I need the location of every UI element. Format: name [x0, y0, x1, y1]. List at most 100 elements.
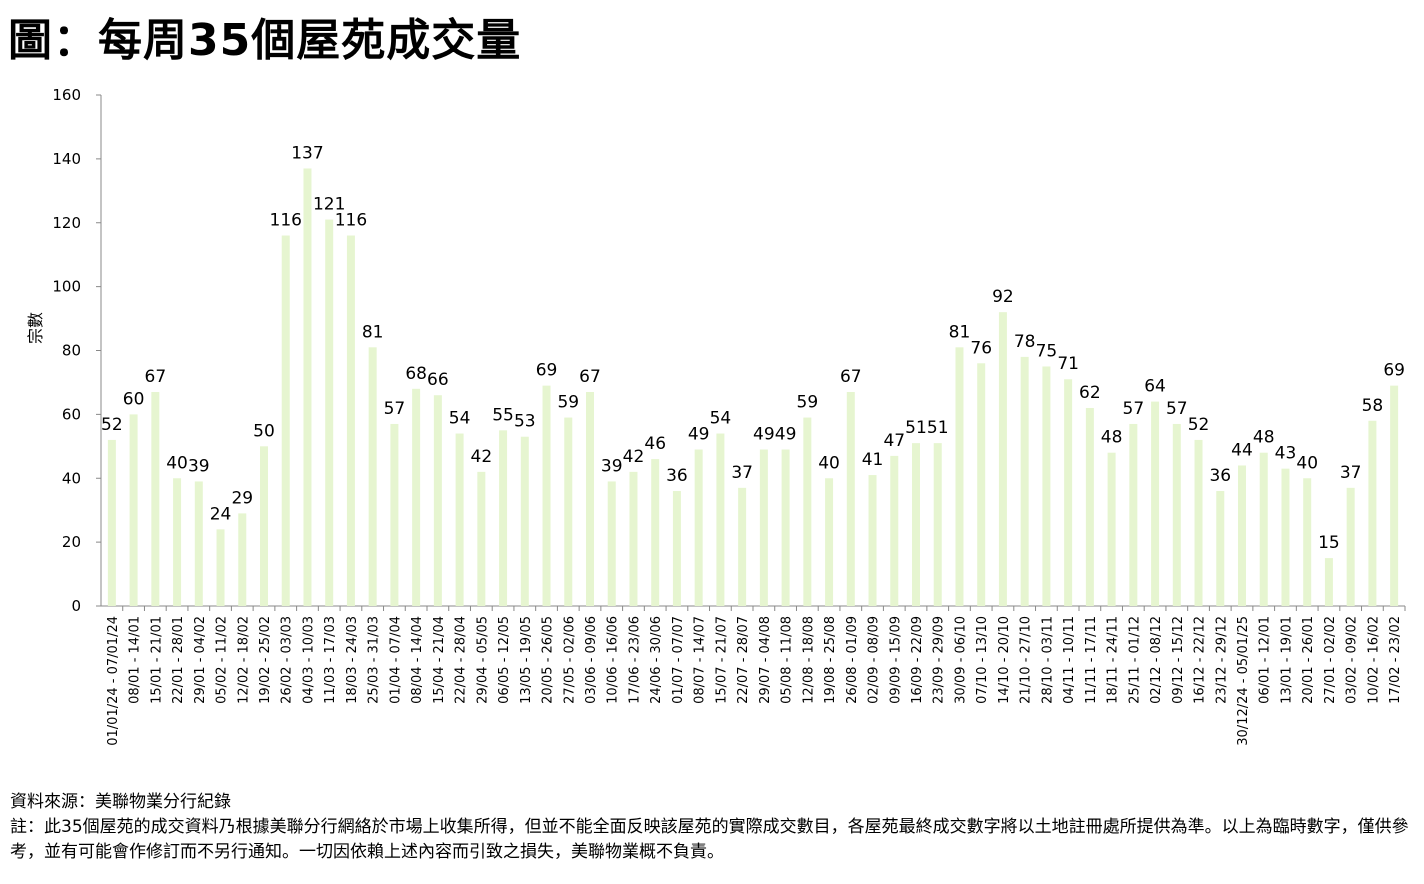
data-label: 92	[992, 287, 1014, 307]
x-tick-label: 10/06 - 16/06	[606, 616, 621, 704]
x-tick-label: 13/01 - 19/01	[1279, 616, 1294, 704]
bar	[607, 481, 616, 606]
bar	[390, 423, 399, 606]
data-label: 67	[579, 367, 601, 387]
data-label: 44	[1231, 440, 1253, 460]
x-tick-label: 02/12 - 08/12	[1149, 616, 1164, 704]
data-label: 64	[1144, 377, 1166, 397]
x-tick-label: 15/07 - 21/07	[714, 616, 729, 704]
x-tick-label: 29/04 - 05/05	[475, 616, 490, 704]
bar	[846, 392, 855, 606]
bar	[825, 478, 834, 606]
x-tick-label: 08/07 - 14/07	[693, 616, 708, 704]
x-tick-label: 27/05 - 02/06	[562, 616, 577, 704]
bar	[998, 312, 1007, 606]
chart-title: 圖：每周35個屋苑成交量	[8, 15, 522, 66]
data-label: 36	[1209, 466, 1231, 486]
data-label: 48	[1101, 428, 1123, 448]
bar	[325, 219, 334, 606]
bar	[1238, 465, 1246, 606]
bar	[216, 529, 225, 606]
data-label: 37	[1340, 463, 1362, 483]
bar	[933, 443, 942, 606]
bar	[107, 439, 116, 606]
bar	[303, 168, 312, 607]
bar	[129, 414, 138, 606]
bar	[672, 491, 681, 606]
data-label: 42	[623, 447, 645, 467]
x-tick-label: 29/01 - 04/02	[193, 616, 208, 704]
data-label: 137	[291, 143, 323, 163]
data-label: 46	[644, 434, 666, 454]
x-tick-label: 18/03 - 24/03	[345, 616, 360, 704]
x-tick-label: 09/12 - 15/12	[1171, 616, 1186, 704]
bar	[1020, 356, 1029, 606]
x-tick-label: 25/11 - 01/12	[1127, 616, 1142, 704]
x-tick-label: 04/11 - 10/11	[1062, 616, 1077, 704]
x-tick-label: 09/09 - 15/09	[888, 616, 903, 704]
x-tick-label: 14/10 - 20/10	[997, 616, 1012, 704]
data-label: 121	[313, 195, 345, 215]
bar	[1064, 379, 1073, 606]
data-label: 47	[883, 431, 905, 451]
data-label: 59	[797, 393, 819, 413]
x-tick-label: 19/08 - 25/08	[823, 616, 838, 704]
bar	[1216, 491, 1225, 606]
data-label: 81	[362, 322, 384, 342]
data-label: 55	[492, 405, 514, 425]
x-tick-label: 26/02 - 03/03	[280, 616, 295, 704]
x-tick-label: 05/02 - 11/02	[215, 616, 230, 704]
x-tick-label: 20/05 - 26/05	[541, 616, 556, 704]
x-tick-label: 18/11 - 24/11	[1106, 616, 1121, 704]
x-tick-label: 24/06 - 30/06	[649, 616, 664, 704]
x-tick-label: 03/06 - 09/06	[584, 616, 599, 704]
bar	[1129, 423, 1138, 606]
x-tick-label: 01/01/24 - 07/01/24	[106, 616, 121, 746]
x-tick-label: 02/09 - 08/09	[867, 616, 882, 704]
x-tick-label: 11/03 - 17/03	[323, 616, 338, 704]
x-tick-label: 20/01 - 26/01	[1301, 616, 1316, 704]
data-label: 40	[1296, 453, 1318, 473]
x-tick-label: 22/01 - 28/01	[171, 616, 186, 704]
data-label: 37	[731, 463, 753, 483]
y-tick-label: 20	[62, 533, 81, 551]
data-label: 52	[101, 415, 123, 435]
data-label: 49	[753, 425, 775, 445]
data-label: 51	[905, 418, 927, 438]
data-label: 50	[253, 421, 275, 441]
data-label: 41	[862, 450, 884, 470]
data-label: 40	[166, 453, 188, 473]
x-tick-label: 04/03 - 10/03	[301, 616, 316, 704]
bar	[368, 347, 377, 606]
x-tick-label: 15/04 - 21/04	[432, 616, 447, 704]
data-label: 57	[1123, 399, 1145, 419]
x-tick-label: 16/09 - 22/09	[910, 616, 925, 704]
data-label: 66	[427, 370, 449, 390]
x-tick-label: 01/07 - 07/07	[671, 616, 686, 704]
bar	[564, 417, 573, 606]
x-tick-label: 23/09 - 29/09	[932, 616, 947, 704]
bar	[194, 481, 203, 606]
data-label: 76	[970, 338, 992, 358]
y-tick-label: 120	[52, 214, 81, 232]
y-tick-label: 140	[52, 150, 81, 168]
bar	[781, 449, 790, 606]
bar	[346, 235, 355, 606]
bar	[716, 433, 725, 606]
data-label: 52	[1188, 415, 1210, 435]
x-tick-label: 11/11 - 17/11	[1084, 616, 1099, 704]
bar	[1042, 366, 1051, 606]
x-tick-label: 23/12 - 29/12	[1214, 616, 1229, 704]
x-tick-label: 13/05 - 19/05	[519, 616, 534, 704]
x-tick-label: 30/12/24 - 05/01/25	[1236, 616, 1251, 746]
bar	[1085, 407, 1094, 606]
footnotes: 資料來源：美聯物業分行紀錄 註：此35個屋苑的成交資料乃根據美聯分行網絡於市場上…	[10, 790, 1410, 865]
bar	[173, 478, 182, 606]
bar	[1346, 487, 1355, 606]
y-tick-label: 100	[52, 278, 81, 296]
x-tick-label: 08/01 - 14/01	[128, 616, 143, 704]
data-label: 24	[210, 504, 232, 524]
bar	[1194, 439, 1203, 606]
data-label: 54	[710, 409, 732, 429]
data-label: 58	[1362, 396, 1384, 416]
